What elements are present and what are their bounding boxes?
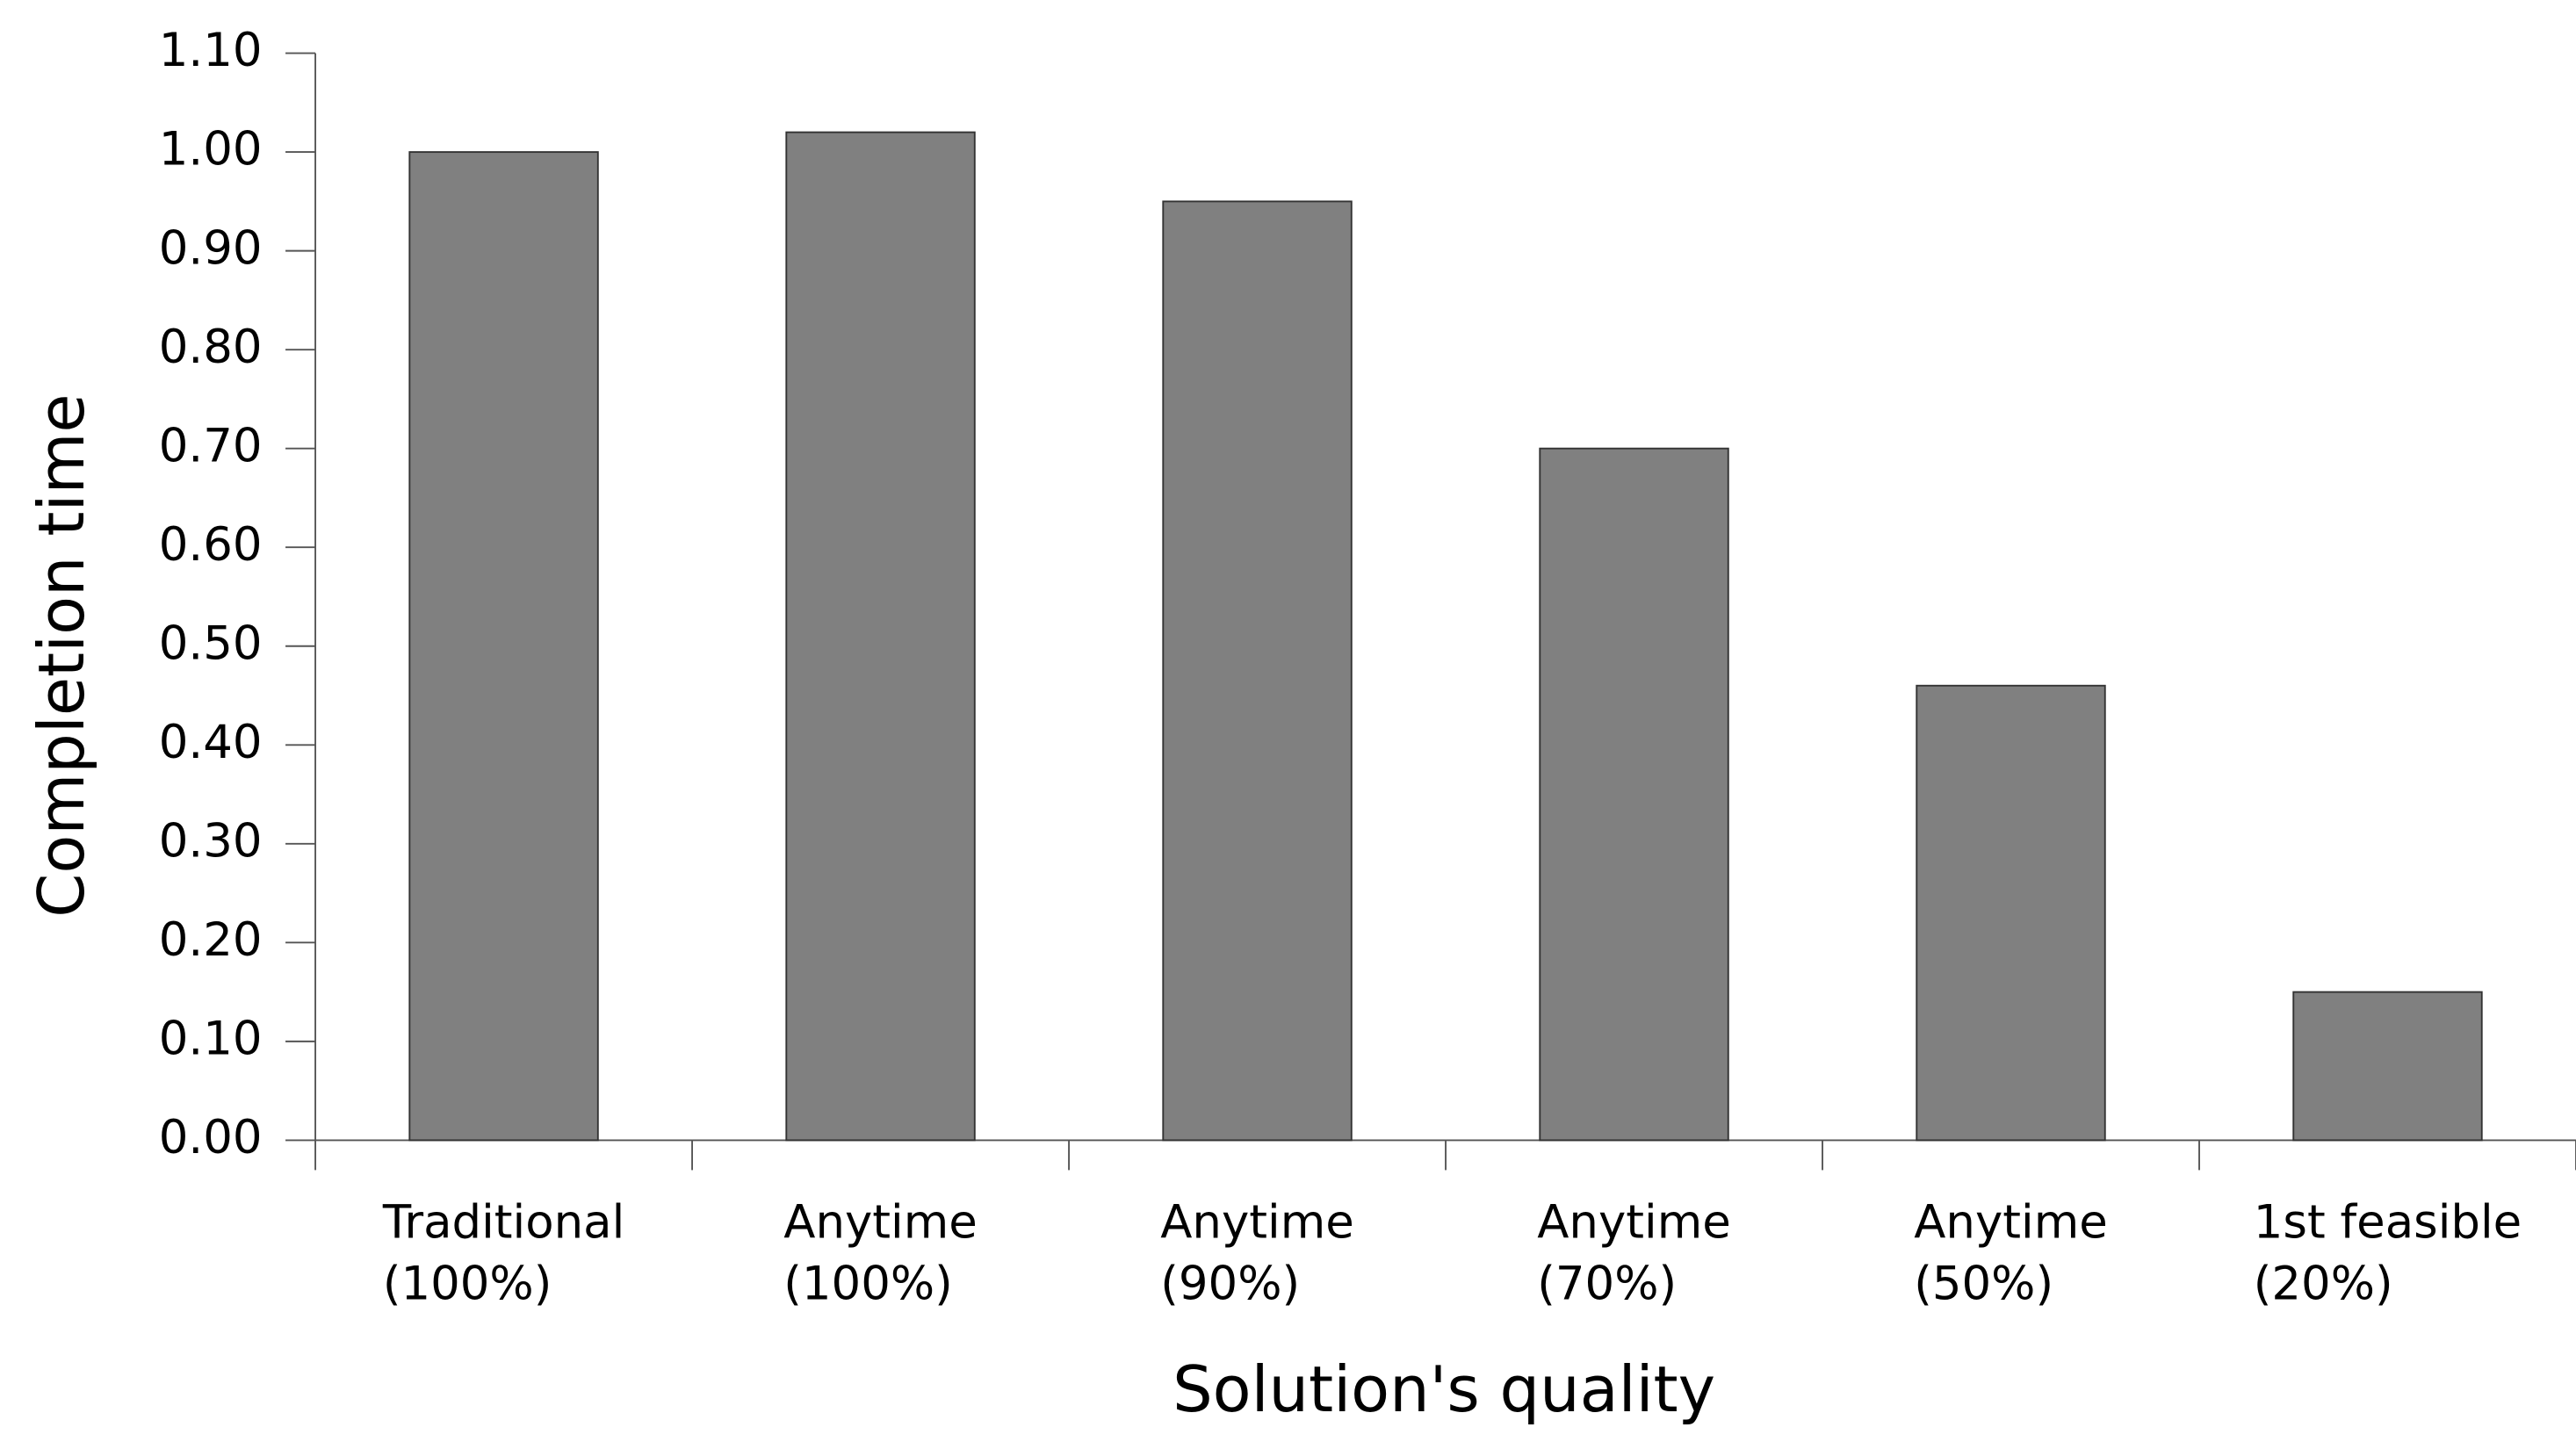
x-axis-title: Solution's quality (1173, 1352, 1715, 1426)
bar (408, 151, 599, 1142)
x-tick-label: (100%) (383, 1257, 552, 1310)
bar (1539, 447, 1729, 1142)
bar (2292, 991, 2483, 1142)
x-tick-label: (90%) (1160, 1257, 1300, 1310)
y-tick-label: 0.20 (159, 913, 263, 967)
x-tick-label: (20%) (2254, 1257, 2393, 1310)
x-tick-label: Anytime (783, 1195, 978, 1249)
x-tick-label: (50%) (1914, 1257, 2053, 1310)
x-tick-label: Anytime (1537, 1195, 1731, 1249)
y-tick-label: 1.10 (159, 24, 263, 77)
y-tick-label: 0.10 (159, 1013, 263, 1066)
x-tick-label: Anytime (1914, 1195, 2108, 1249)
bar (1916, 684, 2106, 1142)
y-tick-label: 0.00 (159, 1111, 263, 1164)
bar (785, 131, 976, 1142)
y-tick-label: 0.60 (159, 518, 263, 572)
y-tick-label: 1.00 (159, 123, 263, 177)
y-tick-label: 0.90 (159, 221, 263, 275)
x-tick-label: (70%) (1537, 1257, 1677, 1310)
bar (1162, 200, 1353, 1142)
x-tick-label: 1st feasible (2254, 1195, 2522, 1249)
y-tick-label: 0.30 (159, 814, 263, 868)
x-tick-label: Anytime (1160, 1195, 1354, 1249)
y-tick-label: 0.40 (159, 716, 263, 769)
y-axis-title: Completion time (25, 393, 98, 917)
y-tick-label: 0.50 (159, 616, 263, 670)
x-tick-label: Traditional (382, 1195, 624, 1249)
x-tick-label: (100%) (783, 1257, 953, 1310)
y-tick-label: 0.80 (159, 321, 263, 374)
y-tick-label: 0.70 (159, 419, 263, 472)
